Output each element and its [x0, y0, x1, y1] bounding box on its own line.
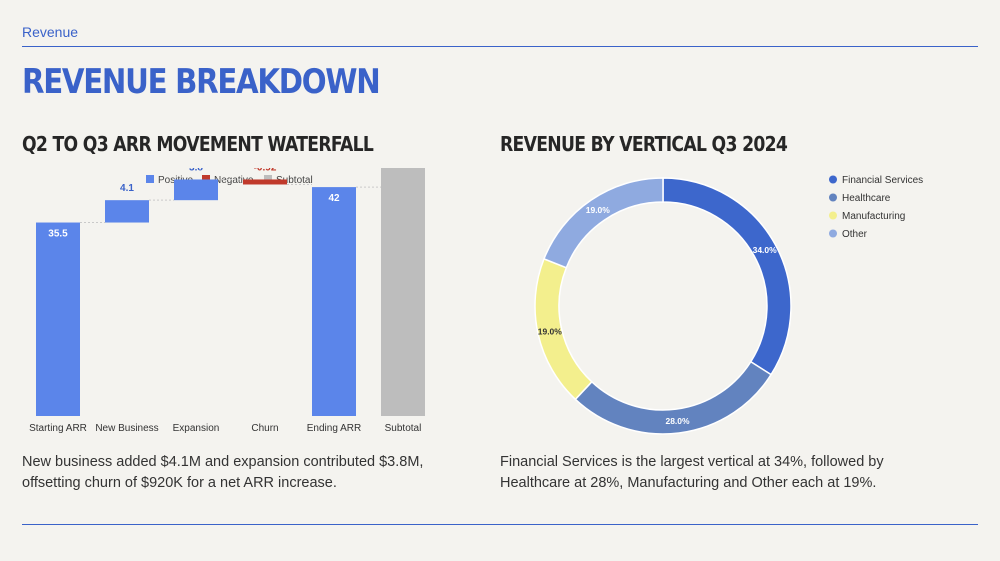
waterfall-tick-label-expansion: Expansion — [173, 423, 220, 434]
header-divider — [22, 46, 978, 47]
waterfall-data-label-churn: -0.92 — [254, 168, 277, 173]
legend-swatch-other — [829, 229, 837, 238]
legend-label-negative: Negative — [214, 175, 254, 186]
donut-data-label-healthcare: 28.0% — [665, 416, 690, 426]
waterfall-data-label-expansion: 3.8 — [189, 168, 203, 173]
waterfall-data-label-ending-arr: 42 — [328, 193, 340, 204]
donut-chart-title: REVENUE BY VERTICAL Q3 2024 — [500, 132, 788, 156]
waterfall-chart-title: Q2 TO Q3 ARR MOVEMENT WATERFALL — [22, 132, 374, 156]
legend-swatch-manufacturing — [829, 211, 837, 220]
legend-swatch-positive — [146, 175, 154, 183]
donut-chart: 34.0% 28.0% 19.0% 19.0% Financial Services He… — [534, 175, 923, 435]
waterfall-bar-churn — [243, 179, 287, 185]
legend-label-manufacturing: Manufacturing — [842, 211, 905, 222]
waterfall-tick-label-new-business: New Business — [95, 423, 158, 434]
waterfall-bar-starting-arr — [36, 222, 80, 416]
donut-legend: Financial Services Healthcare Manufacturin… — [829, 175, 923, 240]
donut-data-label-manufacturing: 19.0% — [538, 326, 563, 336]
page-title: REVENUE BREAKDOWN — [22, 62, 381, 102]
donut-slice-financial-services — [662, 177, 792, 376]
legend-label-financial-services: Financial Services — [842, 175, 923, 186]
donut-data-label-other: 19.0% — [586, 205, 611, 215]
waterfall-bar-new-business — [105, 200, 149, 223]
waterfall-tick-label-subtotal: Subtotal — [385, 423, 422, 434]
waterfall-bar-subtotal — [381, 168, 425, 417]
waterfall-bar-ending-arr — [312, 187, 356, 416]
waterfall-bar-expansion — [174, 179, 218, 201]
donut-slice-other — [543, 177, 664, 269]
legend-swatch-negative — [202, 175, 210, 183]
waterfall-tick-label-ending-arr: Ending ARR — [307, 423, 361, 434]
waterfall-data-label-starting-arr: 35.5 — [48, 229, 68, 240]
legend-swatch-healthcare — [829, 193, 837, 202]
legend-label-healthcare: Healthcare — [842, 193, 891, 204]
footer-divider — [22, 524, 978, 525]
waterfall-tick-label-starting-arr: Starting ARR — [29, 423, 87, 434]
waterfall-caption: New business added $4.1M and expansion c… — [22, 454, 424, 491]
breadcrumb: Revenue — [22, 24, 79, 40]
legend-label-subtotal: Subtotal — [276, 175, 313, 186]
waterfall-data-label-new-business: 4.1 — [120, 183, 134, 194]
donut-data-label-financial-services: 34.0% — [753, 245, 778, 255]
waterfall-tick-label-churn: Churn — [251, 423, 278, 434]
legend-swatch-subtotal — [264, 175, 272, 183]
legend-swatch-financial-services — [829, 175, 837, 184]
donut-caption: Financial Services is the largest vertic… — [500, 454, 884, 491]
legend-label-other: Other — [842, 229, 868, 240]
